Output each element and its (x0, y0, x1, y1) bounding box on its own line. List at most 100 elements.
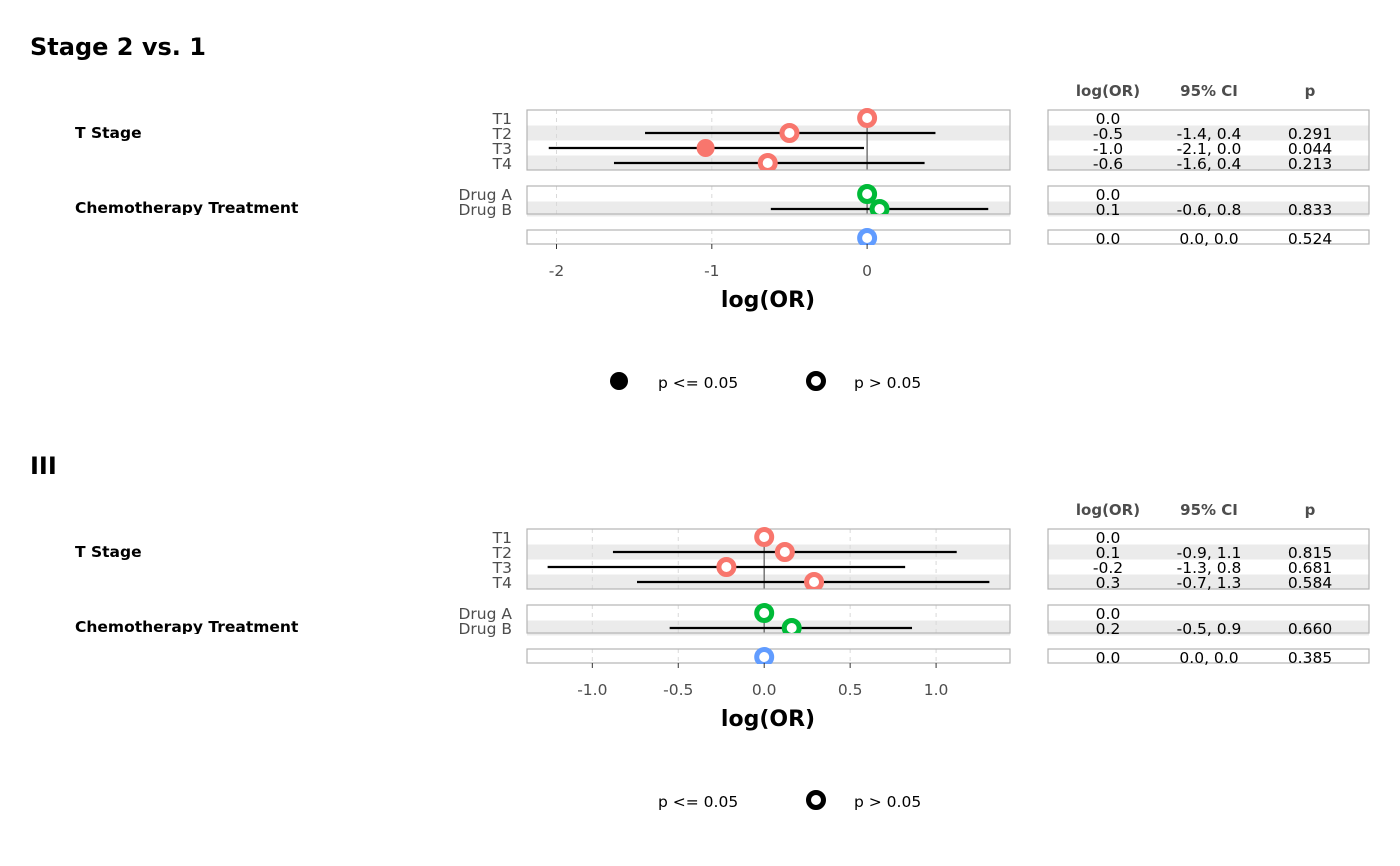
plot-panel-border (526, 185, 1011, 215)
estimate-cell: 0.2 (1096, 620, 1121, 638)
estimate-point (696, 139, 715, 157)
legend-label-not-significant: p > 0.05 (854, 374, 921, 392)
estimate-cell: 0.3 (1096, 574, 1121, 592)
group-t-stage: T Stage T1 0.0 T2 -0.5 -1.4, 0.4 0.291 T3 -1.0 -2… (75, 108, 1370, 173)
point-not-significant (857, 228, 878, 245)
table-row-band (1048, 125, 1369, 141)
point-not-significant (869, 199, 890, 214)
point-not-significant (857, 108, 878, 128)
legend-label-significant: p <= 0.05 (658, 374, 738, 392)
point-not-significant (754, 527, 775, 547)
p-value-cell: 0.815 (1288, 544, 1332, 562)
forest-row: 0.0 0.0, 0.0 0.524 (857, 228, 1332, 248)
group-label: T Stage (75, 124, 142, 142)
estimate-cell: 0.1 (1096, 201, 1121, 219)
group-label: Chemotherapy Treatment (75, 618, 299, 636)
ci-cell: -0.9, 1.1 (1177, 544, 1242, 562)
forest-row: T1 0.0 (492, 527, 1121, 547)
level-label: T2 (492, 125, 512, 143)
group-age: Age 0.0 0.0, 0.0 0.524 (75, 228, 1370, 262)
table-row-band (1048, 620, 1369, 636)
p-value-cell: 0.385 (1288, 649, 1332, 667)
row-band (527, 201, 1010, 217)
table-panel-border (1047, 185, 1370, 215)
estimate-point (754, 603, 775, 623)
estimate-point (757, 153, 778, 170)
group-age: Age 0.0 0.0, 0.0 0.385 (75, 647, 1370, 681)
level-label: Drug B (458, 201, 512, 219)
legend-label-not-significant: p > 0.05 (854, 793, 921, 811)
point-not-significant (757, 153, 778, 170)
table-panel-border (1047, 528, 1370, 590)
legend-ring-icon (806, 790, 826, 810)
p-value-cell: 0.833 (1288, 201, 1332, 219)
level-label: T2 (492, 544, 512, 562)
axis-tick-label: -2 (549, 262, 564, 280)
estimate-point (781, 618, 802, 633)
ci-cell: -0.7, 1.3 (1177, 574, 1242, 592)
table-header: p (1305, 501, 1316, 519)
table-panel-border (1047, 229, 1370, 245)
level-label: T3 (492, 559, 512, 577)
estimate-cell: 0.0 (1096, 529, 1121, 547)
forest-row: Drug B 0.1 -0.6, 0.8 0.833 (458, 199, 1332, 219)
ci-cell: -1.4, 0.4 (1177, 125, 1242, 143)
table-panel-border (1047, 648, 1370, 664)
table-panel-border (1047, 604, 1370, 634)
panel-title: III (30, 452, 57, 480)
estimate-cell: -0.2 (1093, 559, 1123, 577)
ci-cell: 0.0, 0.0 (1179, 230, 1238, 248)
p-value-cell: 0.213 (1288, 155, 1332, 173)
p-value-cell: 0.584 (1288, 574, 1332, 592)
forest-row: Drug A 0.0 (458, 184, 1121, 204)
point-not-significant (754, 603, 775, 623)
forest-row: T4 0.3 -0.7, 1.3 0.584 (492, 572, 1332, 592)
point-not-significant (804, 572, 825, 589)
axis-tick-label: 0.5 (838, 681, 863, 699)
forest-row: Drug A 0.0 (458, 603, 1121, 623)
p-value-cell: 0.044 (1288, 140, 1332, 158)
forest-row: T2 -0.5 -1.4, 0.4 0.291 (492, 123, 1332, 143)
axis-tick-label: -1 (704, 262, 719, 280)
group-t-stage: T Stage T1 0.0 T2 0.1 -0.9, 1.1 0.815 T3 -0.2 -1.… (75, 527, 1370, 592)
table-header: log(OR) (1076, 82, 1140, 100)
estimate-point (857, 108, 878, 128)
table-row-band (1048, 155, 1369, 171)
estimate-cell: -1.0 (1093, 140, 1123, 158)
legend: p <= 0.05 p > 0.05 (610, 371, 921, 392)
axis-tick-label: 0 (862, 262, 872, 280)
legend-label-significant: p <= 0.05 (658, 793, 738, 811)
estimate-cell: -0.6 (1093, 155, 1123, 173)
axis-tick-label: -1.0 (577, 681, 607, 699)
level-label: T1 (492, 110, 512, 128)
p-value-cell: 0.681 (1288, 559, 1332, 577)
estimate-cell: -0.5 (1093, 125, 1123, 143)
group-chemotherapy-treatment: Chemotherapy Treatment Drug A 0.0 Drug B 0.2… (75, 603, 1370, 638)
forest-row: T3 -0.2 -1.3, 0.8 0.681 (492, 557, 1332, 577)
forest-row: Drug B 0.2 -0.5, 0.9 0.660 (458, 618, 1332, 638)
estimate-point (754, 527, 775, 547)
axis-tick-label: 1.0 (924, 681, 949, 699)
level-label: Drug A (458, 605, 512, 623)
forest-row: 0.0 0.0, 0.0 0.385 (754, 647, 1332, 667)
ci-cell: -0.5, 0.9 (1177, 620, 1242, 638)
estimate-point (857, 228, 878, 245)
p-value-cell: 0.660 (1288, 620, 1332, 638)
estimate-cell: 0.0 (1096, 605, 1121, 623)
level-label: Drug B (458, 620, 512, 638)
point-not-significant (857, 184, 878, 204)
point-not-significant (781, 618, 802, 633)
group-label: Age (75, 663, 109, 681)
group-label: Age (75, 244, 109, 262)
forest-row: T4 -0.6 -1.6, 0.4 0.213 (492, 153, 1332, 173)
ci-cell: -1.6, 0.4 (1177, 155, 1242, 173)
table-row-band (1048, 574, 1369, 590)
estimate-cell: 0.0 (1096, 186, 1121, 204)
axis-tick-label: -0.5 (663, 681, 693, 699)
ci-cell: -0.6, 0.8 (1177, 201, 1242, 219)
legend-ring-icon (806, 371, 826, 391)
ci-cell: -2.1, 0.0 (1177, 140, 1242, 158)
estimate-point (869, 199, 890, 214)
